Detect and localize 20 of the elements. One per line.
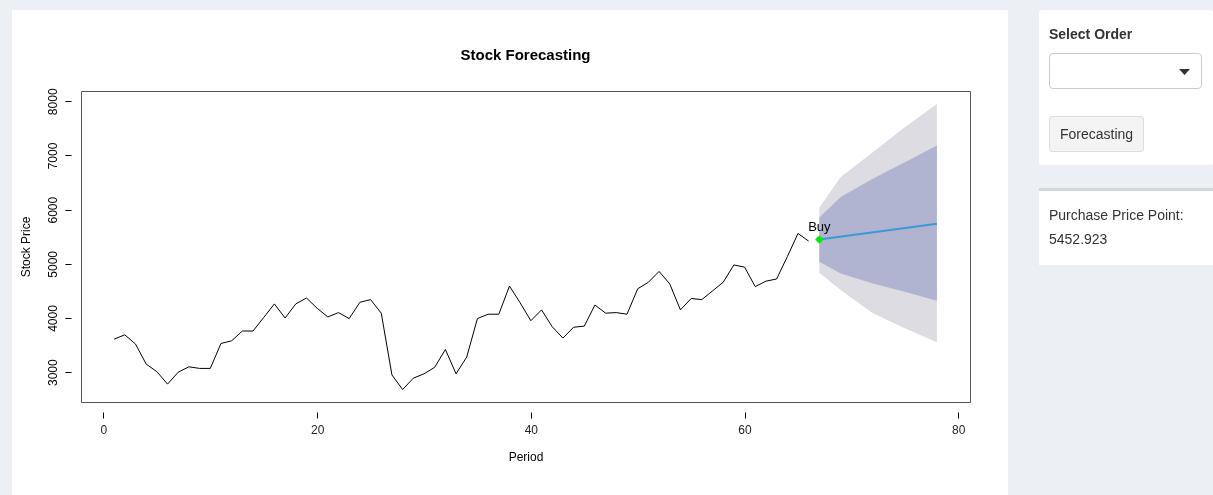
x-tick-label: 60: [738, 422, 753, 437]
text: 5452.923: [1049, 231, 1108, 247]
chart-title: Stock Forecasting: [460, 45, 591, 63]
line-series: [113, 233, 810, 391]
x-axis-title: Period: [508, 449, 544, 464]
y-tick-label: 3000: [45, 359, 60, 387]
text: Forecasting: [1049, 116, 1145, 152]
text: Purchase Price Point:: [1049, 207, 1184, 223]
y-tick-label: 4000: [45, 304, 60, 332]
annotation: Buy: [808, 219, 832, 235]
text: Select Order: [1049, 26, 1133, 42]
x-tick-label: 20: [310, 422, 325, 437]
y-tick-label: 7000: [45, 142, 60, 170]
x-tick-label: 80: [952, 422, 966, 437]
y-axis-title: Stock Price: [18, 216, 33, 278]
x-tick-label: 0: [100, 422, 108, 437]
y-tick-label: 6000: [45, 196, 60, 224]
y-tick-label: 8000: [45, 88, 60, 116]
x-tick-label: 40: [524, 422, 539, 437]
y-tick-label: 5000: [45, 250, 60, 278]
